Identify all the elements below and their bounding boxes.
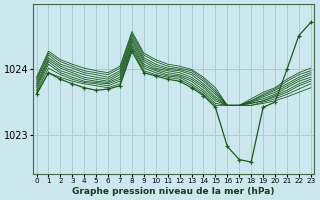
X-axis label: Graphe pression niveau de la mer (hPa): Graphe pression niveau de la mer (hPa) [72, 187, 275, 196]
